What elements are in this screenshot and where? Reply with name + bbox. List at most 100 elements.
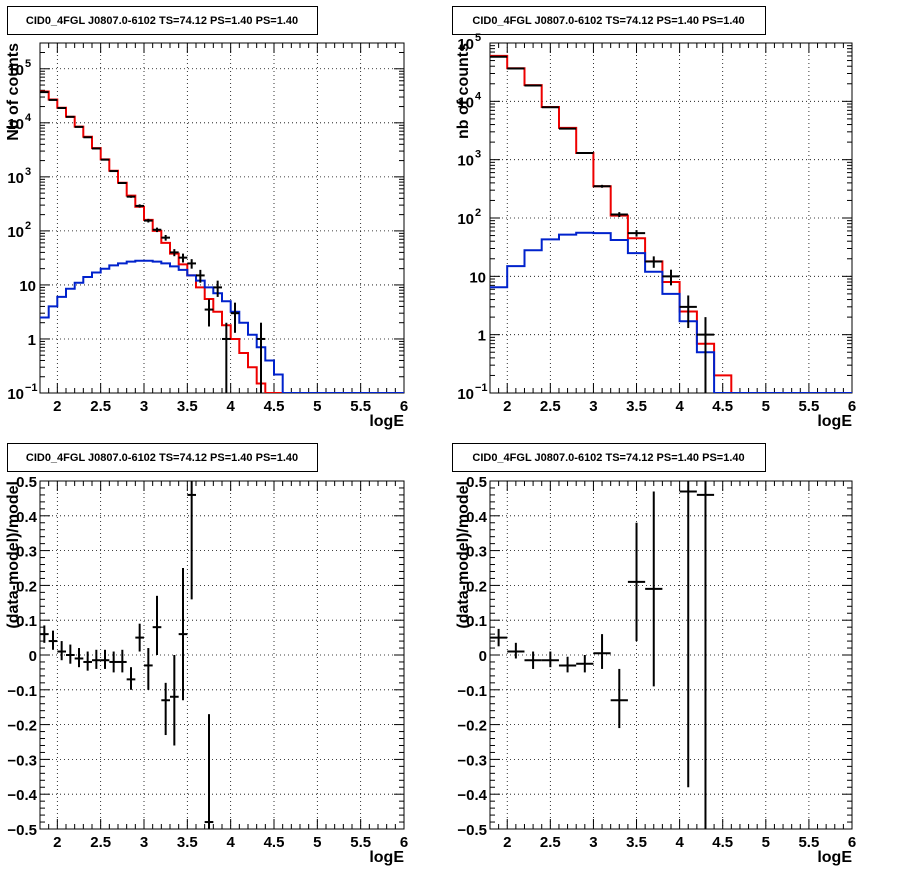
y-axis-ticks — [490, 42, 852, 394]
data-point — [178, 253, 188, 263]
y-tick-label-base: 10 — [457, 36, 474, 53]
x-tick-label: 4.5 — [712, 834, 733, 851]
data-point — [196, 269, 205, 283]
data-point — [144, 648, 153, 690]
y-tick-label: −0.2 — [457, 718, 487, 735]
data-point — [126, 667, 136, 690]
x-axis-ticks — [489, 43, 853, 393]
data-point — [118, 181, 127, 184]
y-tick-label-exponent: 4 — [25, 112, 32, 124]
x-tick-label: 3 — [589, 398, 597, 415]
x-tick-label: 4 — [675, 834, 684, 851]
plot-area — [490, 54, 852, 393]
y-tick-label: −0.3 — [7, 752, 37, 769]
data-point — [109, 170, 118, 173]
data-point — [576, 655, 594, 673]
x-tick-label: 5.5 — [350, 834, 371, 851]
y-tick-label: −0.4 — [457, 787, 487, 804]
x-tick-label: 2 — [53, 834, 61, 851]
y-tick-label-base: 10 — [7, 170, 24, 187]
y-tick-label-exponent: −1 — [25, 382, 38, 394]
data-point — [696, 317, 715, 393]
y-tick-label-base: 10 — [457, 94, 474, 111]
y-tick-label-exponent: 3 — [475, 149, 481, 161]
y-tick-label-base: 10 — [457, 211, 474, 228]
y-tick-label-base: 1 — [28, 332, 36, 349]
series-source-model-line — [490, 231, 852, 393]
chart-title: CID0_4FGL J0807.0-6102 TS=74.12 PS=1.40 … — [472, 452, 744, 464]
y-tick-label: −0.4 — [7, 787, 37, 804]
series-total-model-line — [490, 54, 852, 393]
data-point — [593, 184, 611, 188]
data-point — [627, 230, 646, 237]
data-point — [74, 648, 84, 668]
x-axis-label: logE — [369, 849, 404, 866]
plot-frame — [39, 480, 405, 830]
x-tick-label: 4.5 — [712, 398, 733, 415]
data-point — [48, 630, 58, 650]
data-point — [100, 649, 110, 669]
x-tick-label: 5 — [313, 834, 321, 851]
y-tick-label-base: 10 — [7, 224, 24, 241]
y-axis-ticks — [490, 480, 852, 830]
data-points — [490, 55, 715, 393]
plot-area — [490, 481, 715, 829]
plot-frame — [39, 42, 405, 394]
chart-title-box: CID0_4FGL J0807.0-6102 TS=74.12 PS=1.40 … — [7, 6, 318, 35]
series-source-model-line — [40, 259, 404, 393]
y-axis-ticks — [40, 480, 404, 830]
y-axis-label: (data-model)/model — [5, 481, 22, 629]
data-point — [152, 227, 162, 233]
grid-lines — [490, 43, 852, 393]
data-point — [57, 107, 66, 110]
data-point — [83, 651, 92, 671]
chart-title-box: CID0_4FGL J0807.0-6102 TS=74.12 PS=1.40 … — [452, 443, 766, 472]
y-tick-label: 0 — [479, 648, 487, 665]
chart-title: CID0_4FGL J0807.0-6102 TS=74.12 PS=1.40 … — [472, 15, 744, 27]
chart-title: CID0_4FGL J0807.0-6102 TS=74.12 PS=1.40 … — [26, 452, 298, 464]
x-axis-label: logE — [817, 413, 852, 430]
chart-panel-bottom-right: CID0_4FGL J0807.0-6102 TS=74.12 PS=1.40 … — [452, 443, 856, 866]
y-tick-label-base: 10 — [19, 278, 36, 295]
x-tick-label: 2.5 — [90, 834, 111, 851]
x-tick-label: 5 — [762, 834, 770, 851]
y-tick-label: 0.1 — [466, 613, 487, 630]
data-point — [144, 218, 153, 223]
y-tick-label: 0.5 — [466, 474, 487, 491]
data-point — [576, 152, 594, 155]
x-axis-ticks — [39, 43, 405, 393]
data-point — [593, 634, 611, 669]
y-tick-label-exponent: 2 — [25, 220, 31, 232]
y-tick-label-base: 10 — [7, 62, 24, 79]
y-tick-label-base: 10 — [7, 386, 24, 403]
data-point — [524, 651, 542, 669]
x-axis-label: logE — [817, 849, 852, 866]
y-axis-ticks — [40, 42, 404, 394]
grid-lines — [40, 481, 404, 829]
y-axis-label: nb of counts — [455, 43, 472, 139]
y-tick-label-exponent: 5 — [25, 58, 31, 70]
data-point — [610, 668, 628, 729]
y-tick-label-exponent: 2 — [475, 207, 481, 219]
x-tick-label: 6 — [848, 398, 856, 415]
x-tick-label: 5 — [313, 398, 321, 415]
x-tick-label: 5 — [762, 398, 770, 415]
y-tick-label: −0.5 — [7, 822, 37, 839]
chart-title-box: CID0_4FGL J0807.0-6102 TS=74.12 PS=1.40 … — [452, 6, 766, 35]
data-point — [558, 127, 577, 130]
data-points — [490, 481, 715, 829]
data-point — [118, 649, 127, 673]
title-box-frame — [7, 6, 318, 35]
y-tick-label-base: 10 — [457, 386, 474, 403]
y-tick-label: −0.1 — [7, 683, 37, 700]
x-tick-label: 5.5 — [798, 398, 819, 415]
x-tick-label: 3.5 — [626, 834, 647, 851]
y-tick-label: 0.4 — [466, 509, 488, 526]
x-tick-label: 6 — [400, 834, 408, 851]
x-tick-label: 2.5 — [90, 398, 111, 415]
y-tick-label: −0.5 — [457, 822, 487, 839]
data-point — [213, 280, 222, 297]
x-tick-label: 4.5 — [264, 834, 285, 851]
data-points — [40, 91, 266, 393]
